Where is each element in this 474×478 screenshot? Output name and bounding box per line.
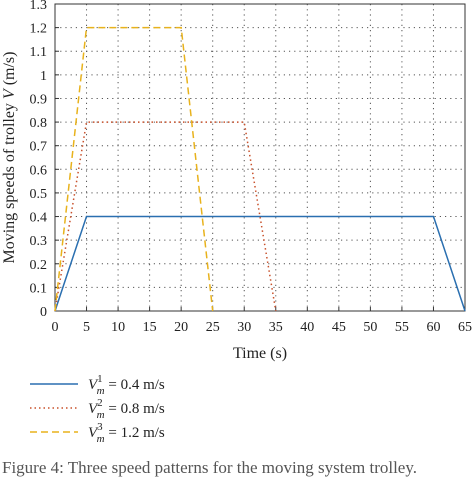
y-tick-label: 0.9 bbox=[30, 92, 48, 107]
series-line-2 bbox=[54, 121, 277, 312]
x-tick-label: 15 bbox=[143, 320, 157, 335]
y-tick-label: 0.3 bbox=[30, 234, 48, 249]
series-lines bbox=[54, 26, 466, 312]
grid-lines bbox=[55, 4, 465, 311]
x-tick-label: 0 bbox=[52, 320, 59, 335]
y-tick-label: 0.4 bbox=[30, 211, 48, 226]
y-tick-label: 0.8 bbox=[30, 116, 48, 131]
y-tick-label: 1.2 bbox=[30, 22, 48, 37]
x-tick-label: 40 bbox=[300, 320, 314, 335]
legend-label-1: V1 m = 0.4 m/s bbox=[88, 373, 165, 397]
y-tick-label: 0.7 bbox=[30, 140, 48, 155]
y-tick-label: 0.5 bbox=[30, 187, 48, 202]
x-tick-label: 10 bbox=[111, 320, 125, 335]
y-tick-label: 0.6 bbox=[30, 163, 48, 178]
legend-label-2: V2 m = 0.8 m/s bbox=[88, 397, 165, 421]
x-tick-label: 55 bbox=[395, 320, 409, 335]
x-tick-label: 60 bbox=[426, 320, 440, 335]
y-axis-label: Moving speeds of trolley V (m/s) bbox=[1, 52, 18, 264]
x-tick-label: 35 bbox=[269, 320, 283, 335]
series-line-3 bbox=[54, 26, 214, 312]
legend: V1 m = 0.4 m/sV2 m = 0.8 m/sV3 m = 1.2 m/s bbox=[30, 373, 165, 445]
x-tick-label: 20 bbox=[174, 320, 188, 335]
x-tick-label: 30 bbox=[237, 320, 251, 335]
y-tick-label: 0 bbox=[40, 305, 47, 320]
y-tick-label: 1.1 bbox=[30, 45, 48, 60]
speed-chart: 0 0.1 0.2 0.3 0.4 0.5 0.6 0.7 0.8 0.9 1 1.1 1.2 1.3 0… bbox=[1, 0, 472, 445]
y-tick-label: 1 bbox=[40, 69, 47, 84]
x-tick-label: 25 bbox=[206, 320, 220, 335]
y-axis-ticks: 0 0.1 0.2 0.3 0.4 0.5 0.6 0.7 0.8 0.9 1 1.1 1.2 1.3 bbox=[30, 0, 59, 320]
y-tick-label: 0.1 bbox=[30, 281, 48, 296]
legend-label-3: V3 m = 1.2 m/s bbox=[88, 421, 165, 445]
y-tick-label: 1.3 bbox=[30, 0, 48, 13]
x-axis-label: Time (s) bbox=[233, 345, 287, 362]
figure-caption: Figure 4: Three speed patterns for the m… bbox=[2, 458, 417, 477]
series-line-1 bbox=[54, 215, 466, 312]
x-axis-ticks: 0 5 10 15 20 25 30 35 40 45 50 55 60 65 bbox=[52, 307, 472, 335]
plot-frame bbox=[54, 3, 466, 312]
x-tick-label: 5 bbox=[83, 320, 90, 335]
x-tick-label: 45 bbox=[332, 320, 346, 335]
x-tick-label: 65 bbox=[458, 320, 472, 335]
x-tick-label: 50 bbox=[363, 320, 377, 335]
y-tick-label: 0.2 bbox=[30, 258, 48, 273]
